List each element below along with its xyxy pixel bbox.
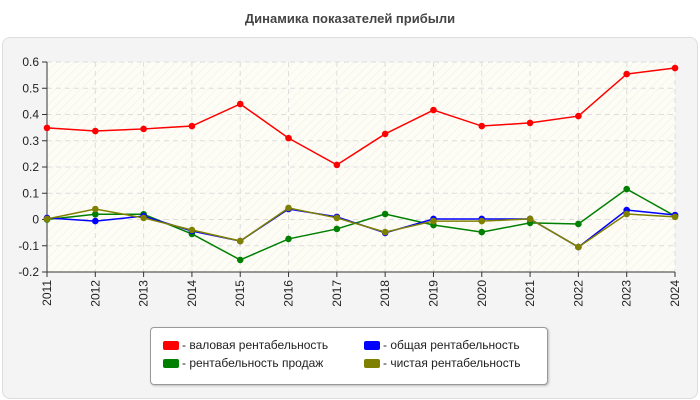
data-point: [430, 106, 437, 114]
x-tick-label: 2022: [571, 280, 585, 307]
legend-item[interactable]: - рентабельность продаж: [163, 356, 323, 370]
data-point: [623, 70, 630, 78]
data-point: [140, 214, 147, 222]
legend: - валовая рентабельность - рентабельность…: [150, 327, 548, 385]
legend-item[interactable]: - чистая рентабельность: [364, 356, 520, 370]
legend-label: - валовая рентабельность: [182, 338, 329, 352]
data-point: [381, 228, 389, 236]
x-tick-label: 2020: [475, 280, 489, 307]
y-tick-label: 0: [32, 213, 39, 227]
data-point: [92, 127, 99, 135]
legend-swatch: [364, 340, 380, 350]
data-point: [671, 64, 679, 72]
legend-swatch: [364, 358, 380, 368]
y-tick-label: 0.1: [22, 186, 39, 200]
data-point: [236, 256, 244, 264]
legend-label: - чистая рентабельность: [383, 356, 521, 370]
y-tick-label: 0.3: [22, 134, 39, 148]
data-point: [140, 125, 147, 133]
legend-label: - рентабельность продаж: [182, 356, 324, 370]
y-tick-label: 0.4: [22, 108, 39, 122]
data-point: [92, 210, 99, 218]
data-point: [526, 119, 534, 127]
data-point: [575, 220, 582, 228]
data-point: [623, 185, 630, 193]
data-point: [478, 217, 486, 225]
data-point: [671, 213, 679, 221]
data-point: [236, 237, 244, 245]
y-tick-label: 0.6: [22, 55, 39, 69]
x-tick-label: 2017: [330, 280, 344, 307]
data-point: [526, 215, 534, 223]
legend-label: - общая рентабельность: [383, 338, 520, 352]
series-line: [46, 207, 676, 248]
chart-title: Динамика показателей прибыли: [244, 11, 456, 26]
data-point: [92, 205, 99, 213]
data-point: [381, 130, 389, 138]
x-tick-label: 2015: [233, 280, 247, 307]
legend-item[interactable]: - общая рентабельность: [364, 338, 520, 352]
x-tick-label: 2024: [668, 280, 682, 307]
legend-item[interactable]: - валовая рентабельность: [163, 338, 328, 352]
series-line: [46, 67, 676, 166]
data-point: [575, 243, 582, 251]
data-point: [43, 124, 51, 132]
y-tick-label: -0.1: [18, 239, 39, 253]
y-tick-label: -0.2: [18, 265, 39, 279]
x-tick-label: 2011: [40, 280, 54, 306]
data-point: [623, 210, 630, 218]
data-point: [381, 210, 389, 218]
y-tick-label: 0.2: [22, 160, 39, 174]
legend-swatch: [163, 340, 179, 350]
data-point: [430, 217, 437, 225]
data-point: [285, 204, 292, 212]
data-point: [575, 112, 582, 120]
x-tick-label: 2014: [185, 280, 199, 307]
x-tick-label: 2019: [426, 280, 440, 307]
y-tick-label: 0.5: [22, 81, 39, 95]
data-point: [333, 161, 341, 169]
x-tick-label: 2016: [282, 280, 296, 307]
data-point: [478, 122, 486, 130]
data-point: [285, 134, 292, 142]
x-tick-label: 2018: [378, 280, 392, 307]
data-point: [236, 100, 244, 108]
x-tick-label: 2023: [620, 280, 634, 307]
data-point: [92, 217, 99, 225]
data-point: [188, 226, 196, 234]
x-tick-label: 2021: [523, 280, 537, 307]
x-tick-label: 2012: [88, 280, 102, 307]
data-point: [43, 215, 51, 223]
x-tick-label: 2013: [137, 280, 151, 307]
data-point: [285, 235, 292, 243]
series-line: [46, 188, 676, 261]
data-point: [333, 214, 341, 222]
data-point: [188, 122, 196, 130]
legend-swatch: [163, 358, 179, 368]
data-point: [478, 228, 486, 236]
data-point: [333, 225, 341, 233]
